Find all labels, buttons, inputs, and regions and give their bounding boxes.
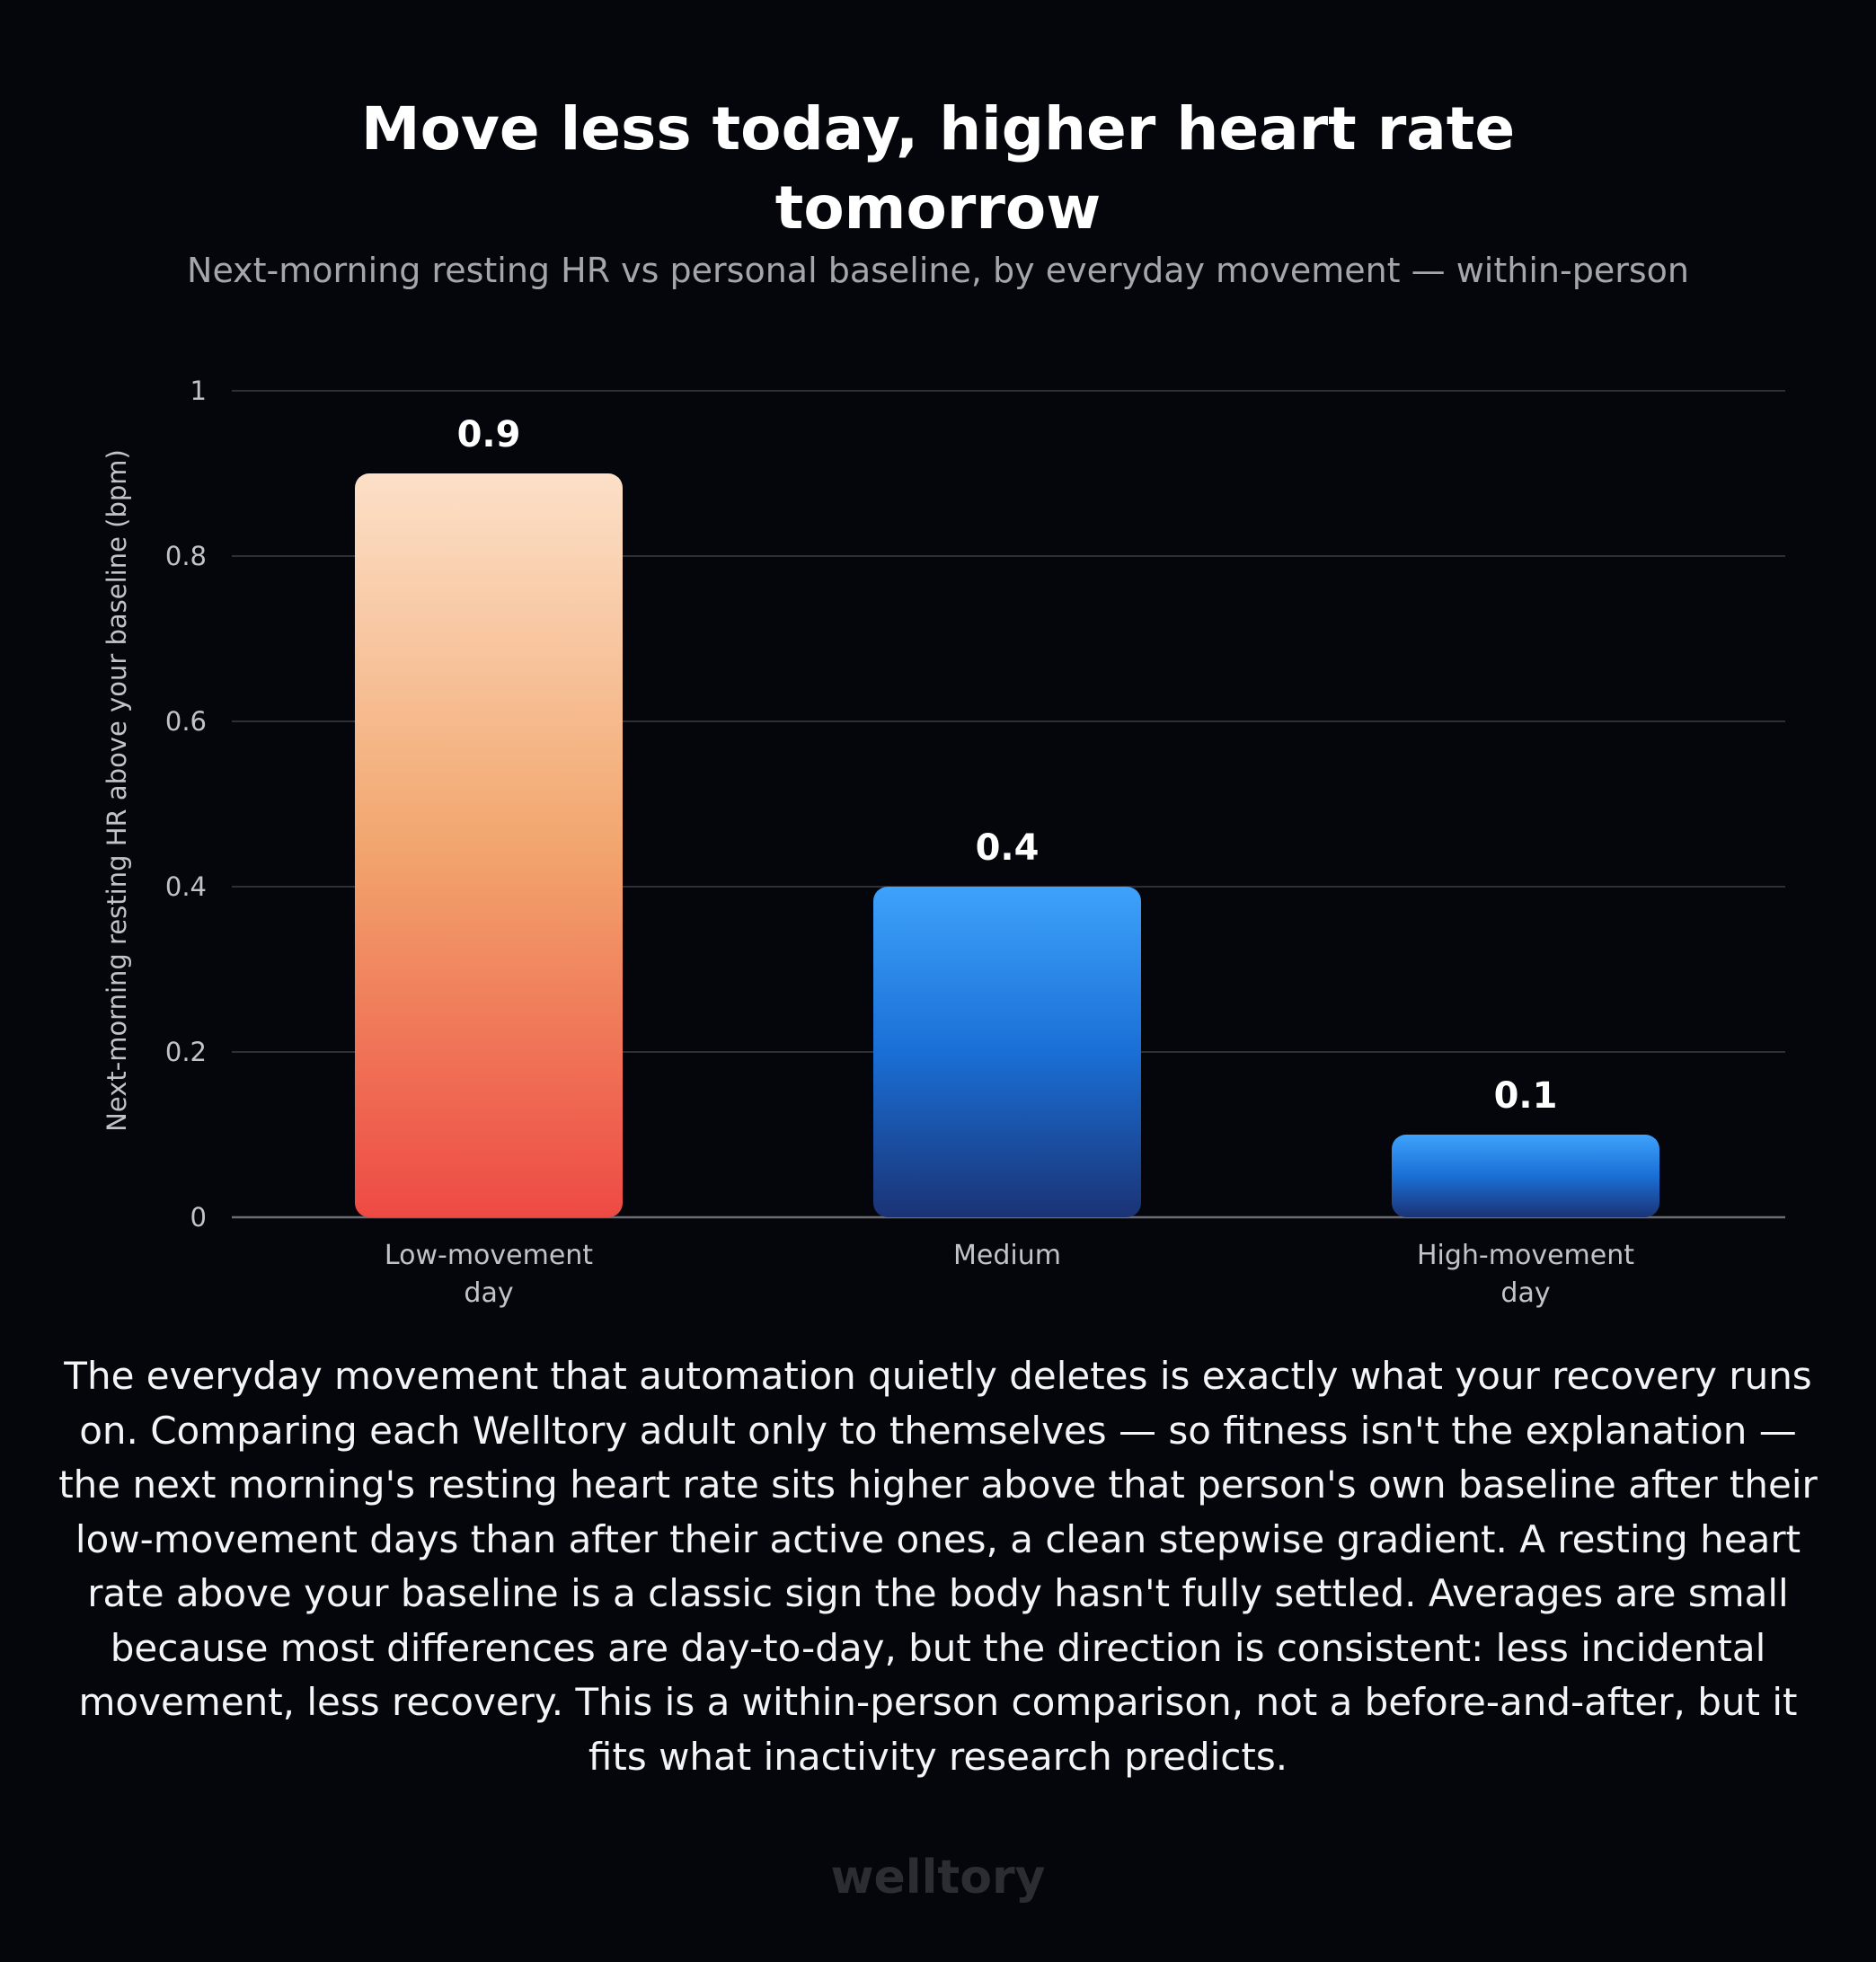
bar-chart: 0 0.2 0.4 0.6 0.8 1 Next-morning resting HR ab… (102, 376, 1785, 1309)
chart-title: Move less today, higher heart rate tomor… (360, 94, 1516, 243)
y-tick-label: 0.4 (165, 871, 207, 902)
value-label: 0.9 (457, 414, 521, 455)
bar-1 (873, 887, 1141, 1217)
category-label: High-movement day (1417, 1240, 1634, 1309)
y-axis-title: Next-morning resting HR above your basel… (102, 449, 132, 1132)
value-label: 0.1 (1494, 1075, 1558, 1117)
bar-0 (355, 473, 623, 1217)
y-tick-label: 0.6 (165, 706, 207, 737)
y-tick-label: 0.2 (165, 1037, 207, 1067)
y-tick-label: 0.8 (165, 541, 207, 571)
chart-description: The everyday movement that automation qu… (58, 1354, 1818, 1779)
y-tick-label: 1 (190, 376, 207, 406)
y-tick-label: 0 (190, 1202, 207, 1233)
welltory-logo: welltory (830, 1851, 1046, 1905)
category-label: Low-movement day (385, 1240, 593, 1309)
value-label: 0.4 (976, 827, 1040, 869)
category-label: Medium (953, 1240, 1061, 1271)
chart-subtitle: Next-morning resting HR vs personal base… (187, 251, 1689, 290)
bar-2 (1392, 1135, 1659, 1217)
